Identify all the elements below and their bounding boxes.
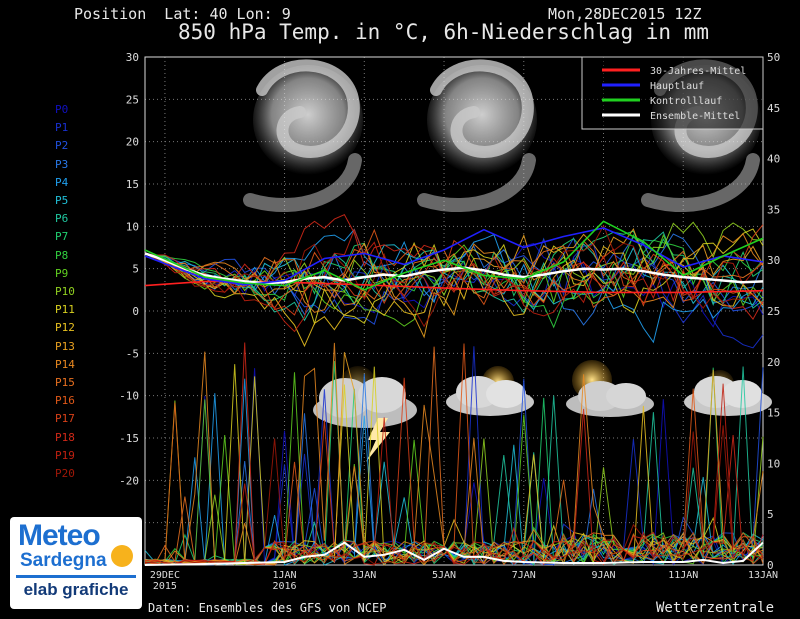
- rain-cloud-icon: [684, 370, 772, 416]
- plot-frame: [144, 56, 764, 566]
- ensemble-member-line-p14: [144, 233, 764, 313]
- member-label-p19: P19: [55, 448, 75, 462]
- member-label-p13: P13: [55, 339, 75, 353]
- member-label-p18: P18: [55, 430, 75, 444]
- y-right-tick-label: 35: [767, 203, 780, 216]
- logo-line2: Sardegna: [20, 550, 107, 571]
- member-label-p7: P7: [55, 230, 69, 244]
- ensemble-member-line-p4: [144, 228, 764, 344]
- member-label-p6: P6: [55, 212, 69, 226]
- y-right-tick-label: 30: [767, 254, 780, 267]
- ensemble-member-line-p19: [144, 228, 764, 333]
- chart-axes: 302520151050-5-10-15-20-2550454035302520…: [119, 51, 780, 592]
- member-label-p15: P15: [55, 376, 75, 389]
- precip-member-line-p18: [144, 342, 764, 566]
- member-label-p14: P14: [55, 357, 75, 371]
- data-source: Daten: Ensembles des GFS von NCEP: [148, 601, 387, 615]
- x-tick-label-year: 2015: [153, 581, 177, 592]
- member-label-p4: P4: [55, 175, 69, 189]
- y-right-tick-label: 10: [767, 457, 780, 470]
- x-tick-label: 7JAN: [512, 570, 536, 581]
- member-label-p5: P5: [55, 194, 69, 207]
- y-left-tick-label: 20: [126, 136, 139, 149]
- logo-line1: Meteo: [18, 519, 101, 552]
- y-right-tick-label: 0: [767, 559, 774, 572]
- legend-label: Ensemble-Mittel: [650, 111, 740, 122]
- y-right-tick-label: 5: [767, 508, 774, 521]
- y-left-tick-label: -10: [119, 390, 139, 403]
- x-tick-label: 1JAN: [273, 570, 297, 581]
- member-label-p1: P1: [55, 121, 69, 135]
- series-line-kontrolllauf: [144, 220, 764, 291]
- y-left-tick-label: -5: [126, 347, 139, 360]
- x-tick-label: 29DEC: [150, 570, 180, 581]
- ensemble-member-line-p20: [144, 224, 764, 328]
- y-left-tick-label: -15: [119, 432, 139, 445]
- x-tick-label: 13JAN: [748, 570, 778, 581]
- logo-divider: [16, 575, 136, 578]
- member-label-p12: P12: [55, 321, 75, 335]
- chart-title: 850 hPa Temp. in °C, 6h-Niederschlag in …: [178, 20, 710, 44]
- cloudy-sun-icon: [446, 366, 534, 416]
- chart-legend: 30-Jahres-Mittel Hauptlauf Kontrolllauf Ens…: [581, 56, 764, 130]
- y-right-tick-label: 15: [767, 407, 780, 420]
- y-right-tick-label: 25: [767, 305, 780, 318]
- precip-member-line-p19: [144, 383, 764, 566]
- legend-label: Hauptlauf: [650, 81, 704, 92]
- y-left-tick-label: 10: [126, 220, 139, 233]
- chart-series: [144, 220, 764, 566]
- x-tick-label-year: 2016: [273, 581, 297, 592]
- y-left-tick-label: 15: [126, 178, 139, 191]
- ensemble-member-line-p15: [144, 240, 764, 307]
- member-label-p17: P17: [55, 412, 75, 426]
- y-right-tick-label: 20: [767, 356, 780, 369]
- precip-member-line-p11: [144, 364, 764, 565]
- precip-line-ensemble-mean: [144, 541, 764, 566]
- position-label: Position Lat: 40 Lon: 9: [74, 5, 291, 23]
- member-label-p2: P2: [55, 139, 69, 153]
- run-date: Mon,28DEC2015 12Z: [548, 5, 702, 23]
- cyclone-swirl-icon: [243, 59, 363, 212]
- ensemble-member-line-p10: [144, 221, 764, 297]
- meteo-sardegna-logo: Meteo Sardegna elab grafiche: [10, 517, 142, 609]
- member-label-p0: P0: [55, 103, 69, 116]
- y-right-tick-label: 50: [767, 51, 780, 64]
- ensemble-members: [144, 214, 764, 567]
- x-tick-label: 9JAN: [591, 570, 615, 581]
- ensemble-member-line-p18: [144, 214, 764, 320]
- member-label-p16: P16: [55, 394, 75, 408]
- y-left-tick-label: 0: [132, 305, 139, 318]
- member-label-p9: P9: [55, 266, 69, 280]
- series-line-ensemble-mittel: [144, 252, 764, 285]
- provider-name: Wetterzentrale: [656, 600, 775, 616]
- member-label-p3: P3: [55, 157, 69, 171]
- logo-line3: elab grafiche: [23, 580, 129, 599]
- member-label-p8: P8: [55, 248, 69, 262]
- y-left-tick-label: 5: [132, 263, 139, 276]
- y-left-tick-label: 25: [126, 93, 139, 106]
- member-label-p11: P11: [55, 303, 75, 317]
- x-tick-label: 11JAN: [668, 570, 698, 581]
- cyclone-swirl-icon: [417, 59, 537, 212]
- y-right-tick-label: 40: [767, 153, 780, 166]
- member-label-p10: P10: [55, 285, 75, 298]
- y-right-tick-label: 45: [767, 102, 780, 115]
- partly-sunny-icon: [566, 360, 654, 417]
- series-line-hauptlauf: [144, 227, 764, 286]
- x-tick-label: 3JAN: [352, 570, 376, 581]
- precip-member-line-p15: [144, 346, 764, 566]
- legend-label: Kontrolllauf: [650, 96, 722, 107]
- y-left-tick-label: 30: [126, 51, 139, 64]
- x-tick-label: 5JAN: [432, 570, 456, 581]
- sun-icon: [111, 545, 133, 567]
- precip-member-line-p20: [144, 425, 764, 566]
- legend-label: 30-Jahres-Mittel: [650, 66, 746, 77]
- member-label-p20: P20: [55, 467, 75, 480]
- y-left-tick-label: -20: [119, 474, 139, 487]
